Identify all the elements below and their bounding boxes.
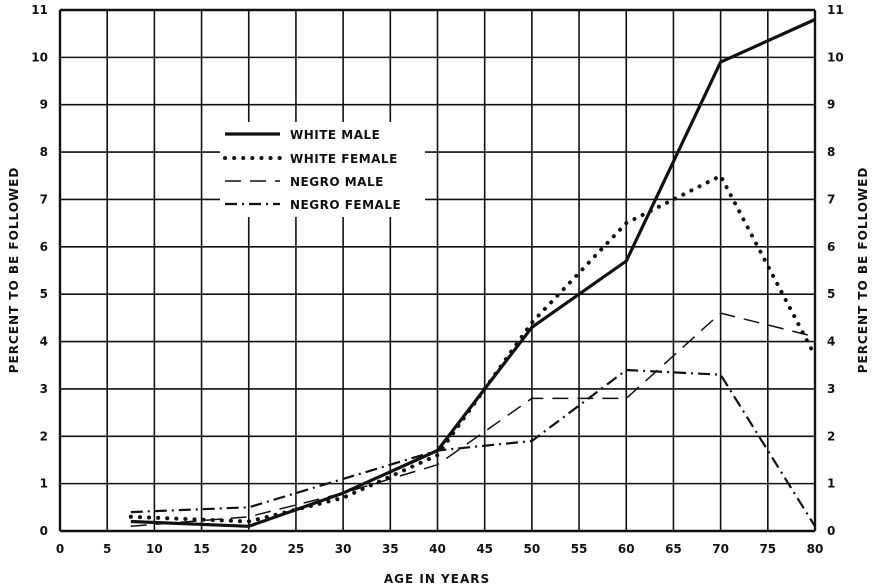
y-tick-label-left: 3 bbox=[40, 382, 48, 396]
x-axis-ticks: 0 5 10 15 20 25 30 35 40 45 50 55 60 65 70 75 80 bbox=[56, 542, 824, 556]
y-tick-label-right: 3 bbox=[827, 382, 835, 396]
y-tick-label-right: 10 bbox=[827, 50, 844, 64]
y-tick-label-left: 10 bbox=[31, 50, 48, 64]
x-tick-label: 35 bbox=[382, 542, 399, 556]
x-tick-label: 20 bbox=[240, 542, 257, 556]
x-tick-label: 5 bbox=[103, 542, 111, 556]
x-tick-label: 50 bbox=[524, 542, 541, 556]
y-tick-label-left: 11 bbox=[31, 3, 48, 17]
y-axis-right-ticks: 0 1 2 3 4 5 6 7 8 9 10 11 bbox=[827, 3, 844, 538]
x-tick-label: 70 bbox=[712, 542, 729, 556]
series-line-white-female bbox=[131, 176, 815, 522]
x-tick-label: 60 bbox=[618, 542, 635, 556]
y-axis-left-title: PERCENT TO BE FOLLOWED bbox=[7, 167, 21, 374]
y-tick-label-left: 9 bbox=[40, 98, 48, 112]
legend-label-negro-male: NEGRO MALE bbox=[290, 175, 384, 189]
x-tick-label: 80 bbox=[807, 542, 824, 556]
y-tick-label-left: 0 bbox=[40, 524, 48, 538]
x-tick-label: 10 bbox=[146, 542, 163, 556]
series-line-white-male bbox=[131, 20, 815, 527]
y-tick-label-right: 8 bbox=[827, 145, 835, 159]
y-tick-label-right: 4 bbox=[827, 335, 835, 349]
legend-label-negro-female: NEGRO FEMALE bbox=[290, 198, 401, 212]
x-tick-label: 75 bbox=[759, 542, 776, 556]
x-tick-label: 45 bbox=[476, 542, 493, 556]
series-lines bbox=[131, 20, 815, 527]
legend: WHITE MALE WHITE FEMALE NEGRO MALE NEGRO… bbox=[220, 122, 425, 217]
y-axis-left-ticks: 0 1 2 3 4 5 6 7 8 9 10 11 bbox=[31, 3, 48, 538]
y-tick-label-left: 6 bbox=[40, 240, 48, 254]
x-tick-label: 15 bbox=[193, 542, 210, 556]
y-tick-label-left: 7 bbox=[40, 192, 48, 206]
y-tick-label-left: 5 bbox=[40, 287, 48, 301]
y-tick-label-right: 9 bbox=[827, 98, 835, 112]
y-axis-right-title: PERCENT TO BE FOLLOWED bbox=[856, 167, 870, 374]
x-tick-label: 55 bbox=[571, 542, 588, 556]
y-tick-label-right: 0 bbox=[827, 524, 835, 538]
y-tick-label-left: 2 bbox=[40, 429, 48, 443]
x-tick-label: 0 bbox=[56, 542, 64, 556]
y-tick-label-left: 8 bbox=[40, 145, 48, 159]
x-tick-label: 65 bbox=[665, 542, 682, 556]
series-line-negro-male bbox=[131, 313, 815, 526]
grid bbox=[60, 10, 815, 531]
x-tick-label: 30 bbox=[335, 542, 352, 556]
y-tick-label-left: 1 bbox=[40, 477, 48, 491]
y-tick-label-right: 1 bbox=[827, 477, 835, 491]
y-tick-label-right: 2 bbox=[827, 429, 835, 443]
legend-label-white-male: WHITE MALE bbox=[290, 128, 380, 142]
y-tick-label-left: 4 bbox=[40, 335, 48, 349]
y-tick-label-right: 5 bbox=[827, 287, 835, 301]
y-tick-label-right: 6 bbox=[827, 240, 835, 254]
x-axis-title: AGE IN YEARS bbox=[384, 572, 490, 586]
x-tick-label: 40 bbox=[429, 542, 446, 556]
y-tick-label-right: 7 bbox=[827, 192, 835, 206]
y-tick-label-right: 11 bbox=[827, 3, 844, 17]
legend-label-white-female: WHITE FEMALE bbox=[290, 152, 398, 166]
x-tick-label: 25 bbox=[288, 542, 305, 556]
series-line-negro-female bbox=[131, 370, 815, 526]
